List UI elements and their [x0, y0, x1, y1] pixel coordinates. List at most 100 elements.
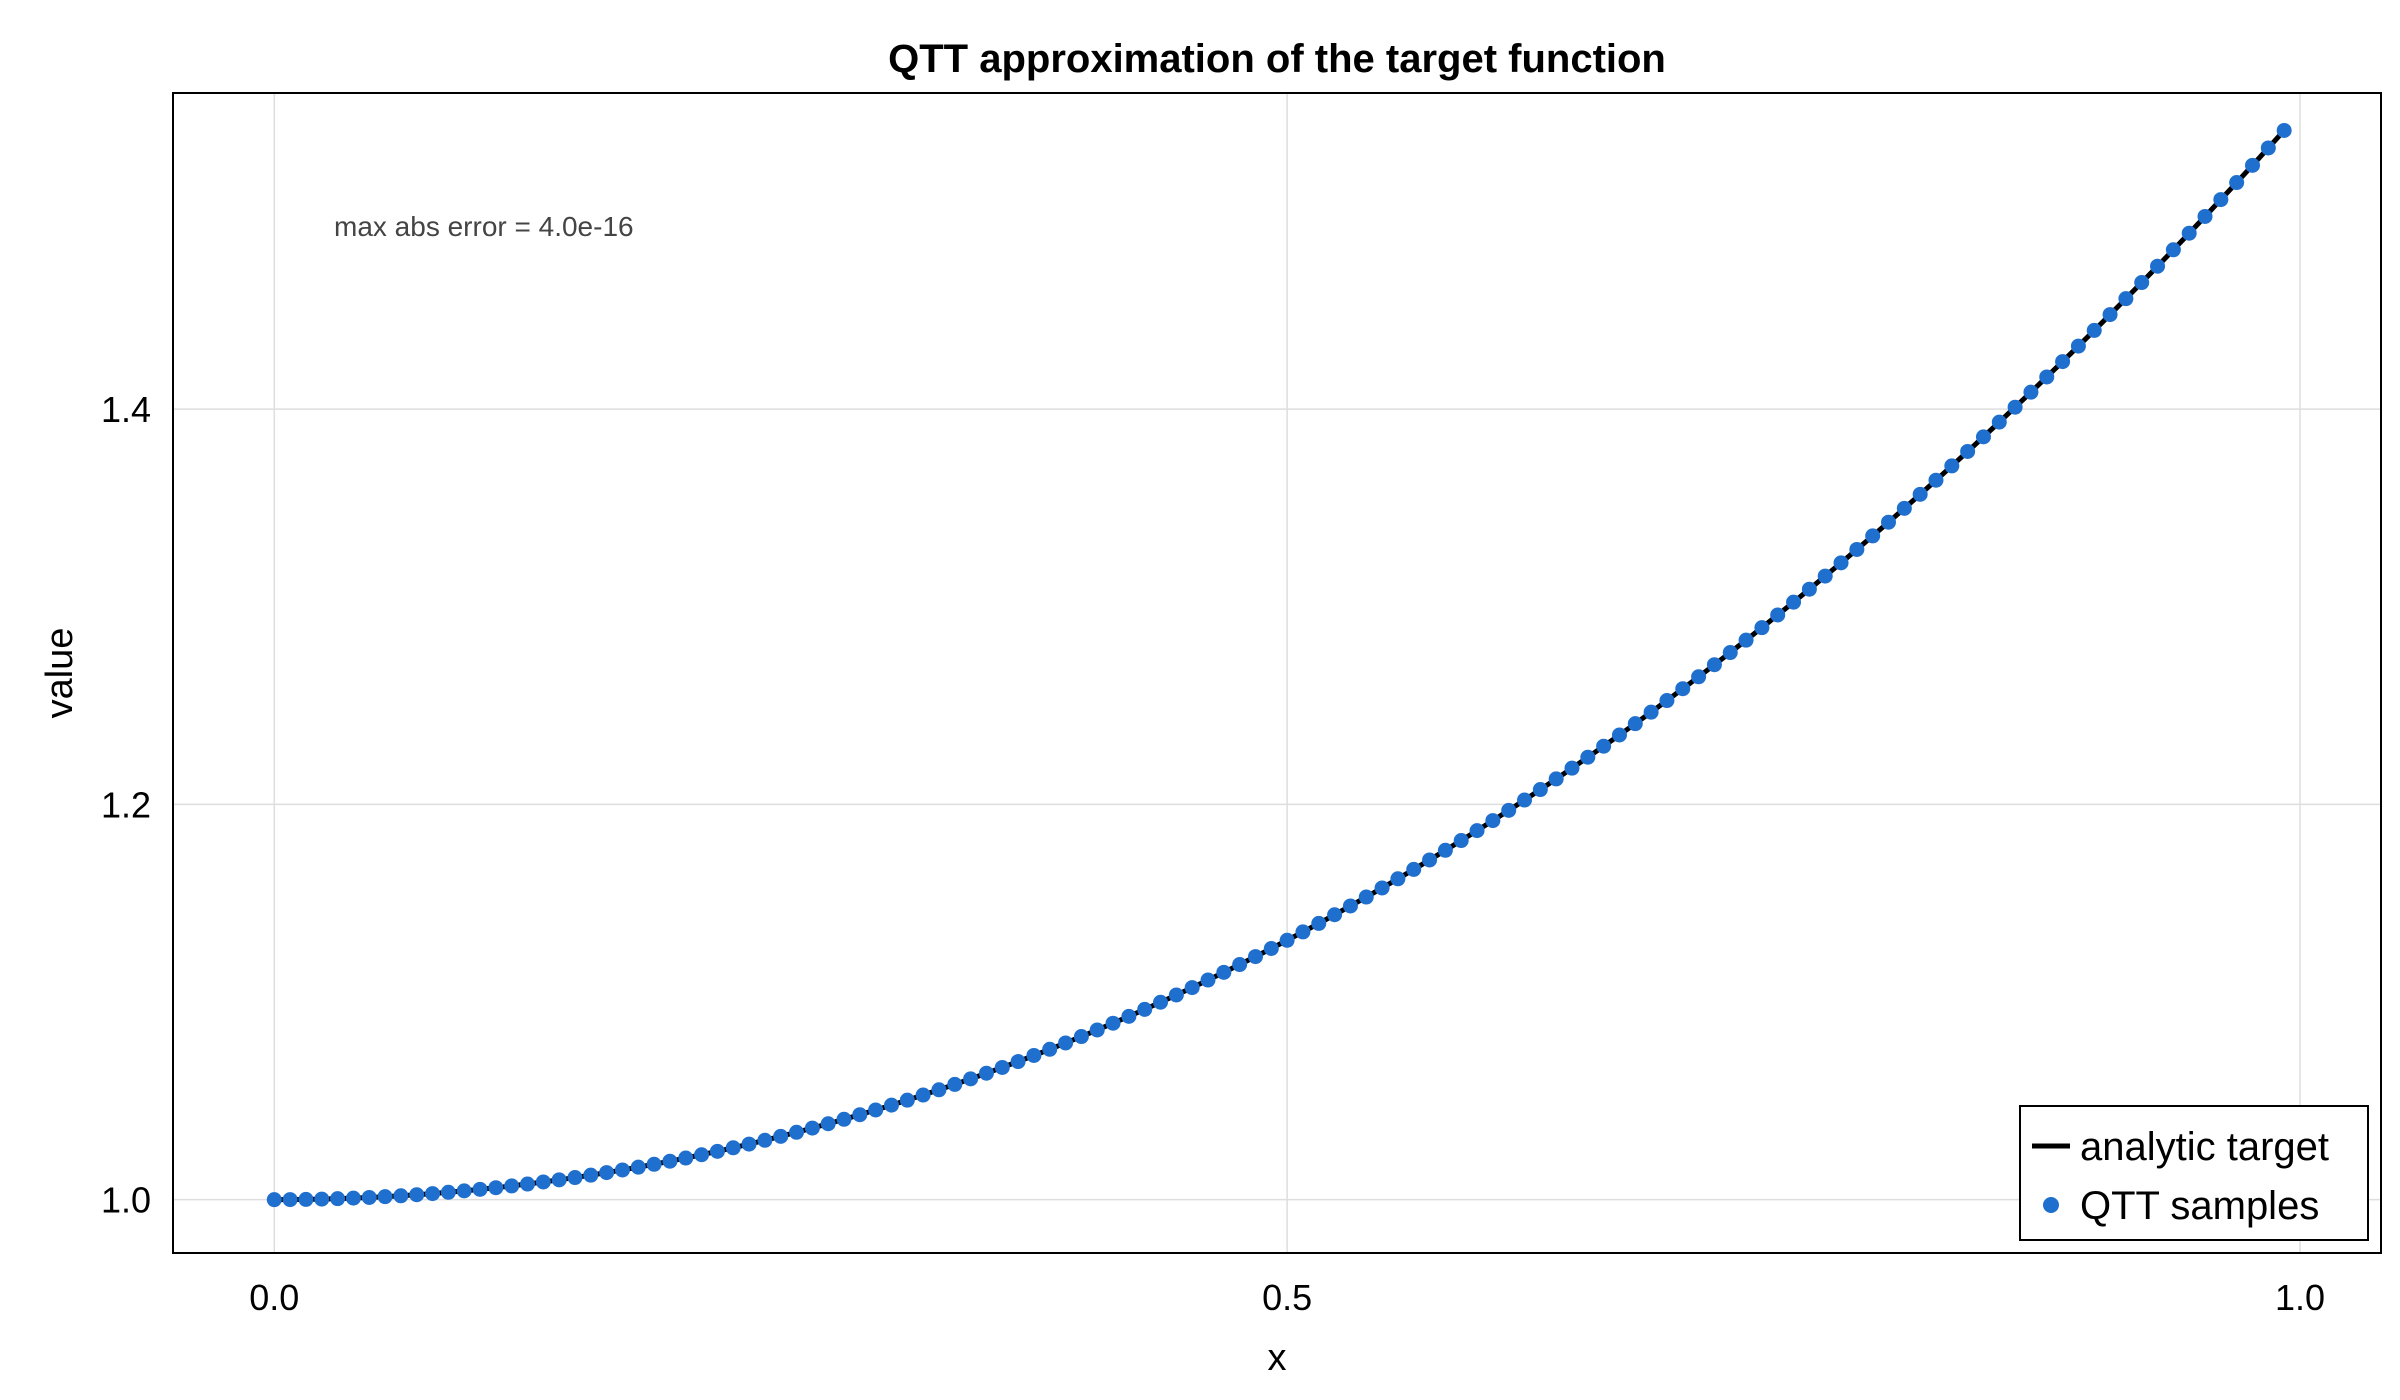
qtt-sample-point-77 [1485, 813, 1501, 829]
legend-dot-swatch [2043, 1197, 2059, 1213]
qtt-sample-point-66 [1311, 915, 1327, 931]
qtt-sample-point-63 [1263, 941, 1279, 956]
qtt-sample-point-41 [915, 1087, 931, 1103]
qtt-sample-point-45 [978, 1065, 994, 1081]
qtt-sample-point-89 [1675, 681, 1691, 697]
qtt-sample-point-100 [1849, 541, 1865, 557]
legend-label-qtt: QTT samples [2080, 1184, 2319, 1228]
x-axis-label: x [1268, 1337, 1287, 1379]
qtt-sample-point-96 [1786, 594, 1802, 610]
qtt-sample-point-82 [1564, 760, 1580, 776]
qtt-sample-point-92 [1722, 645, 1738, 661]
qtt-sample-point-9 [409, 1187, 425, 1203]
qtt-sample-point-49 [1042, 1041, 1058, 1057]
qtt-sample-point-59 [1200, 972, 1216, 988]
qtt-sample-point-73 [1422, 852, 1438, 868]
qtt-sample-point-85 [1611, 727, 1627, 743]
qtt-sample-point-40 [899, 1092, 915, 1108]
qtt-sample-point-78 [1501, 802, 1517, 818]
qtt-sample-point-124 [2229, 175, 2245, 191]
legend: analytic target QTT samples [2019, 1105, 2369, 1241]
qtt-sample-point-48 [1026, 1047, 1042, 1063]
qtt-sample-point-46 [994, 1059, 1010, 1075]
qtt-sample-point-14 [488, 1180, 504, 1196]
qtt-sample-point-65 [1295, 924, 1311, 940]
plot-frame [172, 92, 2382, 1254]
qtt-sample-point-24 [646, 1156, 662, 1172]
qtt-sample-point-122 [2197, 208, 2213, 224]
qtt-sample-point-11 [440, 1184, 456, 1200]
qtt-sample-point-74 [1437, 842, 1453, 858]
qtt-sample-point-58 [1184, 980, 1200, 996]
qtt-sample-point-98 [1817, 568, 1833, 584]
qtt-sample-point-127 [2276, 122, 2292, 138]
qtt-sample-point-42 [931, 1082, 947, 1098]
qtt-sample-point-22 [614, 1162, 630, 1178]
y-tick-label-0: 1.0 [101, 1180, 151, 1221]
qtt-sample-point-68 [1342, 898, 1358, 914]
qtt-sample-point-76 [1469, 823, 1485, 839]
qtt-sample-point-125 [2245, 157, 2260, 173]
qtt-sample-point-51 [1073, 1029, 1089, 1045]
qtt-sample-point-37 [852, 1107, 868, 1123]
qtt-sample-point-53 [1105, 1015, 1121, 1031]
qtt-sample-point-102 [1881, 514, 1896, 530]
qtt-sample-point-79 [1517, 792, 1533, 808]
qtt-sample-point-95 [1770, 607, 1786, 623]
qtt-sample-point-6 [361, 1189, 377, 1205]
qtt-sample-point-61 [1232, 957, 1248, 973]
qtt-sample-point-91 [1706, 657, 1722, 673]
qtt-sample-point-90 [1691, 669, 1707, 685]
qtt-sample-point-106 [1944, 458, 1960, 474]
x-tick-label-0: 0.0 [249, 1277, 299, 1318]
legend-label-analytic: analytic target [2080, 1125, 2329, 1169]
qtt-sample-point-25 [662, 1153, 678, 1169]
y-axis-label: value [39, 628, 81, 719]
qtt-sample-point-23 [630, 1159, 646, 1175]
qtt-sample-point-69 [1358, 889, 1374, 905]
qtt-sample-point-119 [2150, 258, 2166, 274]
qtt-sample-point-120 [2165, 242, 2181, 258]
qtt-sample-point-104 [1912, 486, 1928, 502]
qtt-sample-point-117 [2118, 291, 2134, 307]
qtt-sample-point-99 [1833, 555, 1849, 571]
qtt-sample-point-64 [1279, 932, 1295, 948]
qtt-sample-point-57 [1168, 987, 1184, 1003]
y-tick-label-2: 1.4 [101, 389, 151, 430]
qtt-sample-point-43 [947, 1076, 963, 1092]
qtt-sample-point-83 [1580, 749, 1596, 765]
qtt-sample-point-31 [757, 1132, 773, 1148]
axis-ticks: 0.0 0.5 1.0 1.0 1.2 1.4 [101, 389, 2325, 1318]
x-tick-label-2: 1.0 [2275, 1277, 2325, 1318]
qtt-sample-point-81 [1548, 771, 1564, 787]
qtt-sample-point-26 [678, 1150, 694, 1166]
qtt-sample-point-35 [820, 1116, 836, 1132]
qtt-sample-point-34 [804, 1120, 820, 1136]
qtt-sample-point-16 [520, 1176, 535, 1192]
qtt-sample-point-110 [2007, 399, 2023, 415]
qtt-sample-point-3 [314, 1191, 330, 1207]
qtt-sample-point-2 [298, 1191, 314, 1207]
x-tick-label-1: 0.5 [1262, 1277, 1312, 1318]
qtt-sample-point-114 [2070, 338, 2086, 354]
qtt-sample-point-47 [1010, 1054, 1026, 1070]
qtt-sample-point-4 [330, 1191, 346, 1207]
qtt-sample-point-33 [789, 1124, 805, 1140]
qtt-sample-point-109 [1991, 414, 2007, 430]
qtt-sample-point-30 [741, 1136, 757, 1152]
qtt-sample-point-97 [1801, 581, 1817, 597]
qtt-sample-point-29 [725, 1140, 741, 1156]
y-tick-label-1: 1.2 [101, 784, 151, 825]
legend-box [2019, 1105, 2369, 1241]
qtt-sample-point-38 [868, 1102, 884, 1118]
qtt-sample-point-84 [1596, 738, 1612, 754]
qtt-sample-point-88 [1659, 693, 1675, 709]
qtt-sample-point-36 [836, 1111, 852, 1127]
qtt-sample-point-56 [1153, 994, 1169, 1010]
qtt-sample-point-118 [2134, 275, 2150, 291]
qtt-sample-point-67 [1327, 907, 1343, 923]
qtt-sample-point-70 [1374, 880, 1390, 896]
qtt-sample-point-126 [2260, 140, 2276, 156]
qtt-sample-point-18 [551, 1172, 567, 1188]
qtt-sample-point-52 [1089, 1022, 1105, 1038]
